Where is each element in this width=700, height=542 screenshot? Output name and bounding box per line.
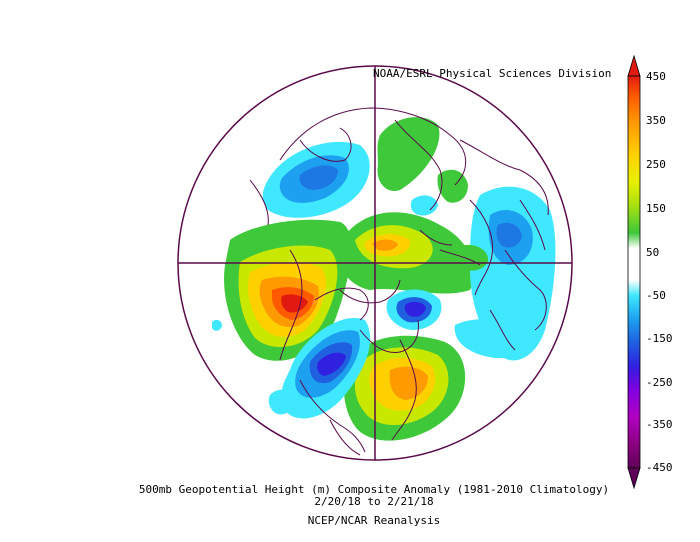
anomaly-field <box>212 117 556 441</box>
colorbar-label-neg350: -350 <box>646 418 673 431</box>
caption-dates: 2/20/18 to 2/21/18 <box>314 495 433 508</box>
siberia-trough <box>262 141 370 218</box>
caption-title: 500mb Geopotential Height (m) Composite … <box>139 483 609 496</box>
europe-trough <box>454 186 556 361</box>
colorbar-label-150: 150 <box>646 202 666 215</box>
colorbar-label-250: 250 <box>646 158 666 171</box>
colorbar-label-450: 450 <box>646 70 666 83</box>
arctic-ridge <box>339 212 474 294</box>
colorbar-top-arrow <box>627 54 641 77</box>
colorbar-label-neg250: -250 <box>646 376 673 389</box>
colorbar-label-350: 350 <box>646 114 666 127</box>
hudson-trough <box>386 289 442 330</box>
central-asia-ridge <box>377 117 468 203</box>
coastlines <box>249 107 549 456</box>
credit-text: NOAA/ESRL Physical Sciences Division <box>373 67 611 80</box>
colorbar-label-50: 50 <box>646 246 659 259</box>
north-america-trough <box>281 318 371 419</box>
colorbar-label-neg150: -150 <box>646 332 673 345</box>
northeast-pacific-ridge <box>224 219 352 361</box>
map-frame <box>177 65 573 461</box>
colorbar-body <box>627 75 641 469</box>
colorbar: 450 350 250 150 50 -50 -150 -250 -350 -4… <box>627 54 673 490</box>
minor-anomalies <box>212 195 489 415</box>
colorbar-bottom-arrow <box>627 467 641 490</box>
caption-source: NCEP/NCAR Reanalysis <box>308 514 440 527</box>
west-atlantic-ridge <box>343 335 466 441</box>
colorbar-label-neg450: -450 <box>646 461 673 474</box>
colorbar-label-neg50: -50 <box>646 289 666 302</box>
